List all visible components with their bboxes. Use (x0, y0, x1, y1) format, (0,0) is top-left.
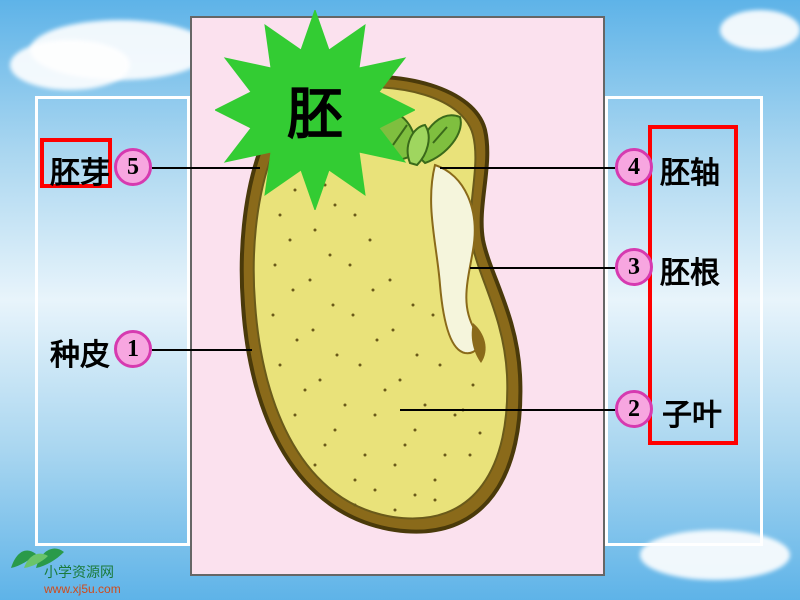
leader-2 (400, 409, 615, 411)
leader-3 (470, 267, 615, 269)
label-radicle: 胚根 (660, 248, 720, 292)
label-hypocotyl: 胚轴 (660, 148, 720, 192)
cloud (10, 40, 130, 90)
cloud (720, 10, 800, 50)
leader-4 (440, 167, 615, 169)
badge-1: 1 (114, 330, 152, 368)
badge-5-num: 5 (127, 154, 139, 181)
credit-line1: 小学资源网 (44, 562, 121, 582)
credit-line2: www.xj5u.com (44, 582, 121, 596)
badge-1-num: 1 (127, 336, 139, 363)
leader-1 (152, 349, 252, 351)
badge-4: 4 (615, 148, 653, 186)
label-seed-coat: 种皮 (50, 330, 110, 374)
badge-5: 5 (114, 148, 152, 186)
badge-3: 3 (615, 248, 653, 286)
badge-2: 2 (615, 390, 653, 428)
starburst-text: 胚 (287, 70, 343, 151)
credit: 小学资源网 www.xj5u.com (44, 562, 121, 596)
label-cotyledon: 子叶 (662, 390, 722, 434)
starburst-embryo: 胚 (215, 10, 415, 210)
badge-4-num: 4 (628, 154, 640, 181)
label-plumule: 胚芽 (50, 148, 110, 192)
badge-2-num: 2 (628, 396, 640, 423)
badge-3-num: 3 (628, 254, 640, 281)
